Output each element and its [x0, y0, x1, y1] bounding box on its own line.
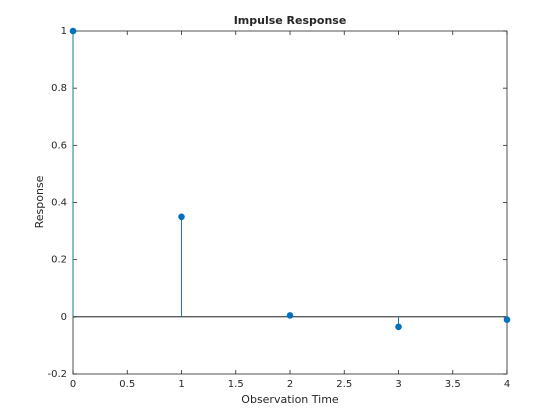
x-tick-label: 1: [178, 379, 184, 390]
y-tick-label: 1: [61, 26, 67, 37]
stem-marker: [503, 316, 511, 323]
x-tick-label: 4: [504, 379, 510, 390]
plot-box: [72, 30, 508, 375]
x-tick-label: 2: [287, 379, 293, 390]
stem-marker: [178, 213, 185, 221]
x-tick-label: 3: [395, 379, 401, 390]
y-tick-label: 0: [61, 312, 67, 323]
x-tick-label: 3.5: [445, 379, 461, 390]
y-tick-label: 0.8: [51, 83, 67, 94]
x-tick-label: 2.5: [336, 379, 352, 390]
y-tick-label: 0.2: [51, 255, 67, 266]
x-axis-label: Observation Time: [241, 393, 339, 406]
y-tick-label: 0.6: [51, 140, 67, 151]
x-tick-label: 1.5: [228, 379, 244, 390]
stem-marker: [69, 27, 77, 35]
x-tick-label: 0.5: [119, 379, 135, 390]
x-tick-label: 0: [70, 379, 76, 390]
y-tick-label: -0.2: [47, 369, 67, 380]
stem-marker: [395, 323, 402, 331]
y-tick-label: 0.4: [51, 198, 67, 209]
stem-marker: [286, 312, 294, 319]
chart-title: Impulse Response: [234, 14, 347, 27]
y-axis-label: Response: [33, 175, 46, 228]
